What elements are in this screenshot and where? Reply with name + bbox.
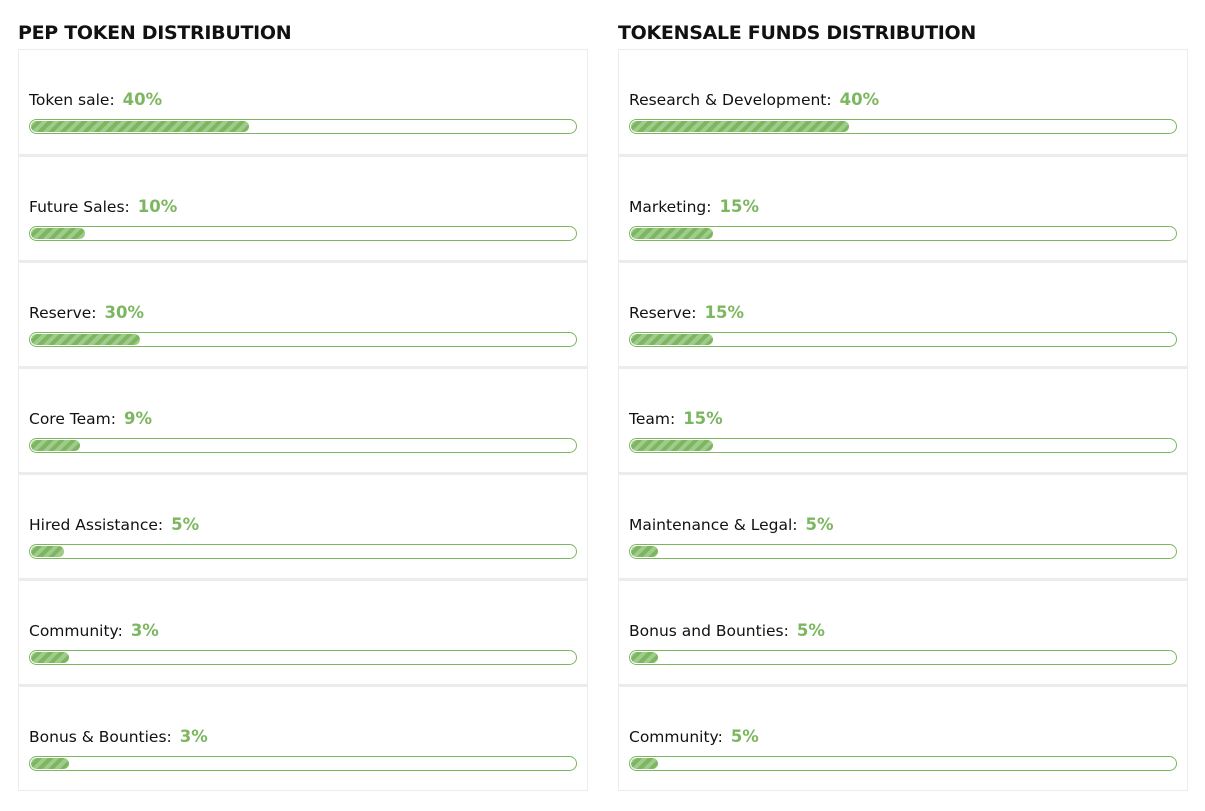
distribution-item-label-row: Bonus & Bounties: 3%	[29, 727, 208, 746]
distribution-item-percent: 5%	[730, 727, 759, 746]
distribution-item: Reserve: 30%	[18, 261, 588, 367]
distribution-item-percent: 30%	[104, 303, 145, 322]
distribution-item-label-row: Community: 5%	[629, 727, 759, 746]
distribution-item: Bonus & Bounties: 3%	[18, 685, 588, 791]
distribution-item-label-row: Marketing: 15%	[629, 197, 759, 216]
distribution-item: Team: 15%	[618, 367, 1188, 473]
progress-bar-fill	[631, 334, 713, 345]
distribution-item: Research & Development: 40%	[618, 49, 1188, 155]
progress-bar-track	[29, 756, 577, 771]
pep-token-distribution-list: Token sale: 40% Future Sales: 10% Reserve: 30…	[18, 49, 588, 791]
distribution-item-percent: 5%	[796, 621, 825, 640]
progress-bar-track	[629, 756, 1177, 771]
progress-bar-track	[29, 119, 577, 134]
progress-bar-track	[629, 544, 1177, 559]
distribution-item-label-row: Bonus and Bounties: 5%	[629, 621, 825, 640]
distribution-item-label: Reserve:	[29, 304, 97, 322]
distribution-item-label-row: Maintenance & Legal: 5%	[629, 515, 834, 534]
distribution-item-label-row: Reserve: 15%	[629, 303, 744, 322]
progress-bar-fill	[31, 652, 69, 663]
progress-bar-track	[629, 119, 1177, 134]
progress-bar-fill	[31, 121, 249, 132]
progress-bar-track	[29, 650, 577, 665]
progress-bar-fill	[631, 546, 658, 557]
progress-bar-track	[629, 226, 1177, 241]
distribution-item: Reserve: 15%	[618, 261, 1188, 367]
progress-bar-fill	[31, 546, 64, 557]
distribution-item-percent: 5%	[805, 515, 834, 534]
progress-bar-track	[29, 332, 577, 347]
progress-bar-track	[629, 438, 1177, 453]
progress-bar-fill	[31, 334, 140, 345]
distribution-item-label: Community:	[29, 622, 123, 640]
distribution-item-label: Token sale:	[29, 91, 115, 109]
progress-bar-fill	[631, 228, 713, 239]
distribution-item: Core Team: 9%	[18, 367, 588, 473]
distribution-item-label-row: Core Team: 9%	[29, 409, 152, 428]
tokensale-funds-distribution-list: Research & Development: 40% Marketing: 15% R…	[618, 49, 1188, 791]
distribution-item-label: Research & Development:	[629, 91, 832, 109]
distribution-item: Marketing: 15%	[618, 155, 1188, 261]
distribution-item-label-row: Research & Development: 40%	[629, 90, 879, 109]
distribution-item-label-row: Future Sales: 10%	[29, 197, 177, 216]
distribution-item-label: Bonus and Bounties:	[629, 622, 789, 640]
distribution-item: Community: 3%	[18, 579, 588, 685]
distribution-item-label-row: Team: 15%	[629, 409, 723, 428]
distribution-item-label: Bonus & Bounties:	[29, 728, 172, 746]
progress-bar-fill	[31, 440, 80, 451]
distribution-item: Maintenance & Legal: 5%	[618, 473, 1188, 579]
distribution-item-percent: 3%	[179, 727, 208, 746]
distribution-item-label: Team:	[629, 410, 676, 428]
progress-bar-fill	[31, 758, 69, 769]
distribution-item-percent: 15%	[719, 197, 759, 216]
progress-bar-fill	[31, 228, 85, 239]
distribution-item-label: Marketing:	[629, 198, 712, 216]
distribution-item-label: Future Sales:	[29, 198, 130, 216]
progress-bar-track	[629, 332, 1177, 347]
distribution-item-percent: 5%	[171, 515, 200, 534]
distribution-item: Future Sales: 10%	[18, 155, 588, 261]
distribution-item-label: Hired Assistance:	[29, 516, 164, 534]
distribution-item-percent: 15%	[683, 409, 723, 428]
distribution-item-label: Community:	[629, 728, 723, 746]
distribution-item-label: Maintenance & Legal:	[629, 516, 798, 534]
distribution-item: Hired Assistance: 5%	[18, 473, 588, 579]
distribution-item: Community: 5%	[618, 685, 1188, 791]
pep-token-distribution-title: PEP TOKEN DISTRIBUTION	[18, 22, 292, 44]
distribution-item-label: Reserve:	[629, 304, 697, 322]
distribution-item-label-row: Reserve: 30%	[29, 303, 144, 322]
distribution-item-label: Core Team:	[29, 410, 116, 428]
progress-bar-fill	[631, 652, 658, 663]
progress-bar-track	[29, 438, 577, 453]
distribution-item-percent: 40%	[122, 90, 163, 109]
distribution-item: Bonus and Bounties: 5%	[618, 579, 1188, 685]
progress-bar-fill	[631, 121, 849, 132]
distribution-item-label-row: Token sale: 40%	[29, 90, 162, 109]
distribution-item: Token sale: 40%	[18, 49, 588, 155]
progress-bar-track	[29, 544, 577, 559]
distribution-item-percent: 10%	[137, 197, 178, 216]
distribution-item-percent: 3%	[130, 621, 159, 640]
progress-bar-track	[629, 650, 1177, 665]
distribution-item-percent: 40%	[839, 90, 880, 109]
distribution-item-percent: 9%	[124, 409, 153, 428]
distribution-item-label-row: Hired Assistance: 5%	[29, 515, 199, 534]
progress-bar-fill	[631, 758, 658, 769]
tokensale-funds-distribution-title: TOKENSALE FUNDS DISTRIBUTION	[618, 22, 976, 44]
progress-bar-track	[29, 226, 577, 241]
distribution-item-percent: 15%	[704, 303, 745, 322]
distribution-item-label-row: Community: 3%	[29, 621, 159, 640]
progress-bar-fill	[631, 440, 713, 451]
